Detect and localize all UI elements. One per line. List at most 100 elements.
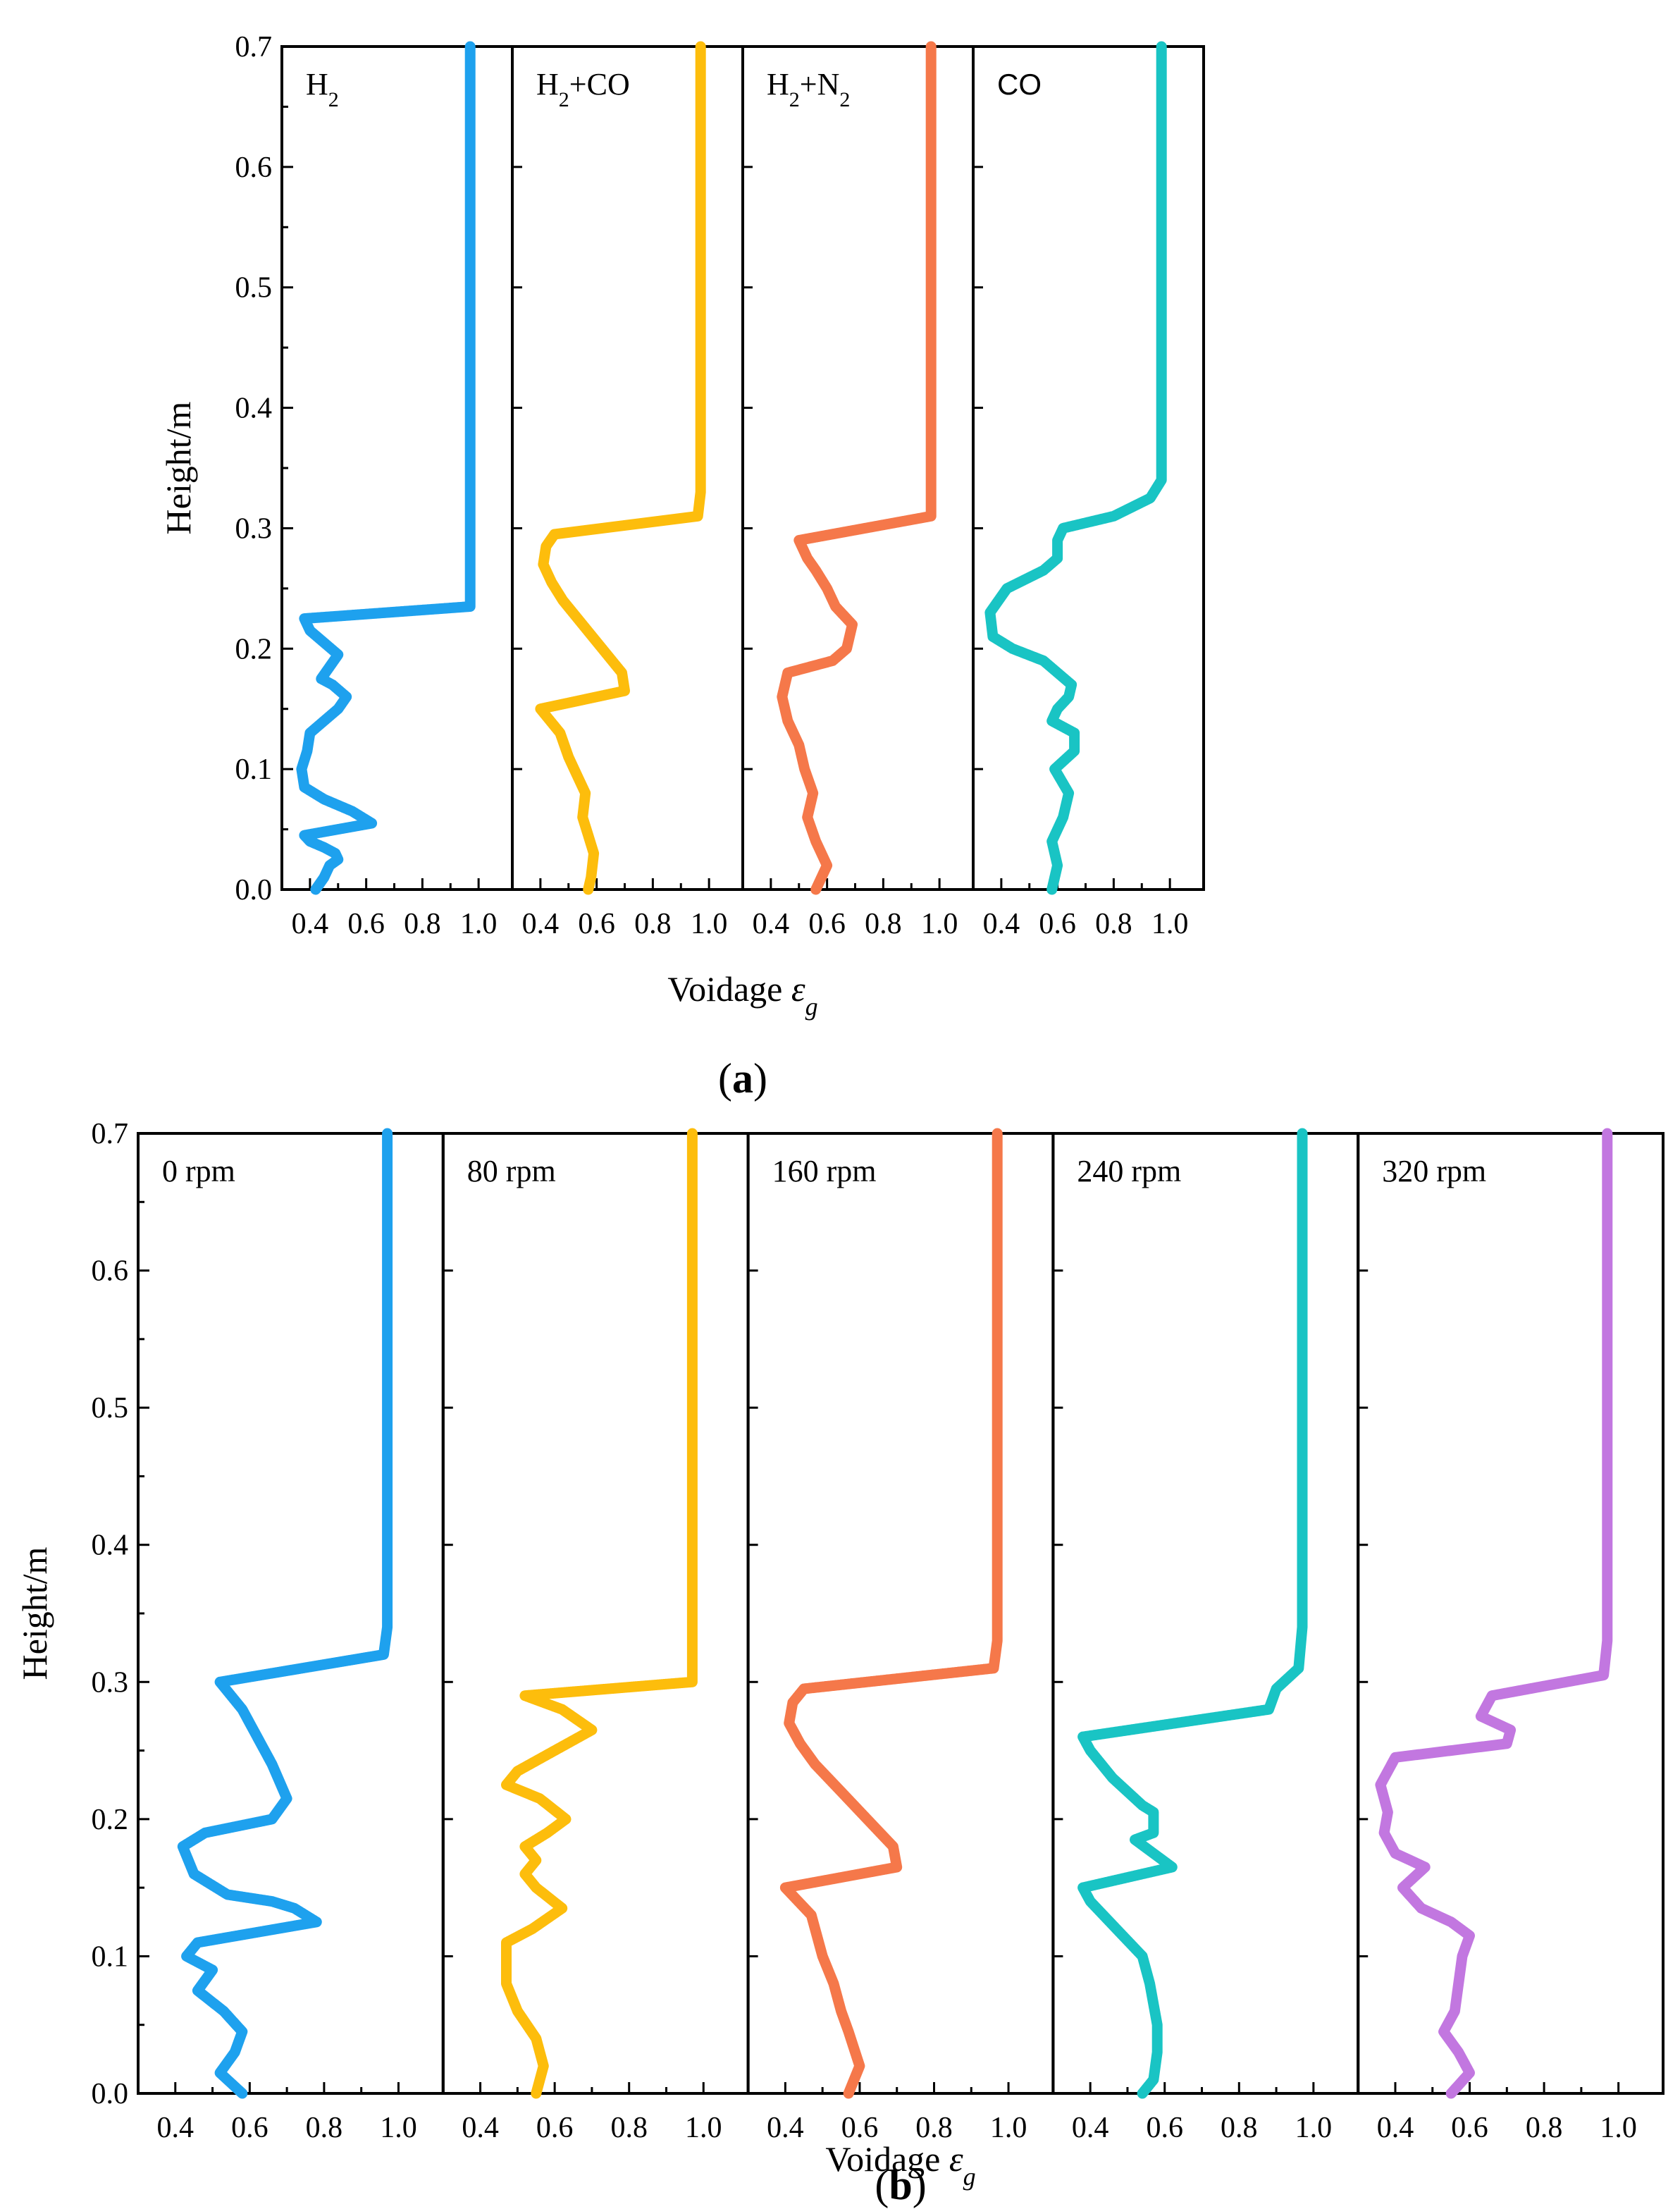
x-axis-title: Voidage εg <box>825 2139 975 2191</box>
panel-a-3: 0.4 0.6 0.8 1.0 CO <box>972 41 1205 940</box>
panel-frame <box>972 45 1205 891</box>
x-tick-label: 0.6 <box>578 908 615 940</box>
x-tick-label: 0.8 <box>306 2112 343 2144</box>
label-text: H <box>767 67 789 101</box>
y-tick-label: 0.1 <box>92 1940 129 1973</box>
y-tick-label: 0.5 <box>92 1392 129 1425</box>
x-tick-label: 1.0 <box>1600 2112 1637 2144</box>
x-tick-label: 0.8 <box>634 908 672 940</box>
y-tick-label: 0.3 <box>92 1666 129 1699</box>
panel-frame <box>511 45 744 891</box>
label-text: CO <box>997 68 1042 101</box>
x-tick-label: 0.8 <box>404 908 441 940</box>
label-text: +N <box>800 67 840 101</box>
x-tick-label: 0.4 <box>522 908 560 940</box>
label-text: +CO <box>569 67 630 101</box>
y-tick-label: 0.1 <box>235 753 273 786</box>
y-tick-label: 0.0 <box>92 2078 129 2110</box>
panel-frame <box>1357 1132 1664 2095</box>
x-tick-label: 0.8 <box>1095 908 1132 940</box>
y-axis-title: Height/m <box>159 401 198 534</box>
x-tick-label: 1.0 <box>990 2112 1027 2144</box>
x-tick-label: 0.8 <box>915 2112 953 2144</box>
x-tick-label: 0.8 <box>1221 2112 1258 2144</box>
x-axis-title-text: Voidage <box>667 969 791 1009</box>
series-line-a-2 <box>777 41 937 895</box>
label-text: 160 rpm <box>772 1154 877 1188</box>
label-subscript: 2 <box>789 88 800 111</box>
label-text: H <box>536 67 559 101</box>
panel-a-2: 0.4 0.6 0.8 1.0H2+N2 <box>741 41 975 940</box>
y-axis-title: Height/m <box>15 1546 54 1680</box>
label-subscript: 2 <box>559 88 569 111</box>
panel-frame <box>741 45 975 891</box>
x-tick-label: 0.8 <box>1526 2112 1563 2144</box>
panel-label: CO <box>997 68 1042 101</box>
x-axis-title-subscript: g <box>963 2162 976 2191</box>
x-tick-label: 0.8 <box>865 908 902 940</box>
panel-frame <box>746 1132 1055 2095</box>
x-tick-label: 0.6 <box>841 2112 879 2144</box>
figure-caption-b: (b) <box>875 2162 926 2208</box>
y-tick-label: 0.2 <box>92 1804 129 1836</box>
caption-close-paren: ) <box>753 1055 767 1102</box>
x-tick-label: 0.8 <box>610 2112 648 2144</box>
panel-b-0: 0.4 0.6 0.8 1.0 0 rpm <box>137 1128 445 2144</box>
x-tick-label: 1.0 <box>921 908 958 940</box>
figure-caption-a: (a) <box>718 1055 767 1102</box>
panel-a-1: 0.4 0.6 0.8 1.0 H2+CO <box>511 41 744 940</box>
x-tick-label: 1.0 <box>691 908 728 940</box>
x-tick-label: 0.6 <box>1146 2112 1183 2144</box>
x-tick-label: 1.0 <box>460 908 498 940</box>
panel-label: 320 rpm <box>1382 1154 1486 1188</box>
y-tick-label: 0.6 <box>235 152 273 184</box>
x-tick-label: 0.6 <box>808 908 846 940</box>
x-tick-label: 0.6 <box>536 2112 574 2144</box>
x-tick-label: 0.4 <box>1377 2112 1414 2144</box>
x-tick-label: 0.4 <box>292 908 329 940</box>
x-axis-title: Voidage εg <box>667 969 817 1021</box>
label-text: 0 rpm <box>162 1154 235 1188</box>
caption-open-paren: ( <box>875 2162 889 2208</box>
panel-frame <box>137 1132 445 2095</box>
x-axis-title-symbol: ε <box>949 2139 963 2179</box>
panel-label: H2 <box>306 67 339 111</box>
y-tick-label: 0.7 <box>92 1118 129 1150</box>
panel-label: 0 rpm <box>162 1154 235 1188</box>
x-axis-title-text: Voidage <box>825 2139 949 2179</box>
x-tick-label: 0.4 <box>462 2112 499 2144</box>
panel-frame <box>280 45 514 891</box>
panel-frame <box>1051 1132 1360 2095</box>
x-tick-label: 0.4 <box>753 908 790 940</box>
x-tick-label: 0.6 <box>347 908 385 940</box>
x-axis-title-subscript: g <box>805 992 818 1021</box>
y-tick-label: 0.4 <box>235 393 273 425</box>
x-tick-label: 0.6 <box>1039 908 1076 940</box>
series-line-a-3 <box>984 41 1167 895</box>
x-tick-label: 0.6 <box>1451 2112 1488 2144</box>
y-tick-label: 0.6 <box>92 1255 129 1288</box>
x-tick-label: 1.0 <box>1295 2112 1333 2144</box>
panel-b-4: 0.4 0.6 0.8 1.0 320 rpm <box>1357 1128 1664 2144</box>
panel-b-2: 0.4 0.6 0.8 1.0 160 rpm <box>746 1128 1055 2144</box>
label-subscript: 2 <box>328 88 339 111</box>
series-line-b-2 <box>779 1128 1003 2099</box>
x-tick-label: 0.4 <box>157 2112 194 2144</box>
y-tick-label: 0.0 <box>235 874 273 906</box>
series-line-a-0 <box>296 41 476 895</box>
panel-label: 160 rpm <box>772 1154 877 1188</box>
panel-label: H2+CO <box>536 67 630 111</box>
y-tick-label: 0.5 <box>235 272 273 304</box>
x-tick-label: 0.4 <box>767 2112 804 2144</box>
label-subscript: 2 <box>839 88 850 111</box>
panel-frame <box>441 1132 750 2095</box>
x-tick-label: 1.0 <box>1151 908 1189 940</box>
label-text: 320 rpm <box>1382 1154 1486 1188</box>
label-text: H <box>306 67 328 101</box>
label-text: 240 rpm <box>1077 1154 1181 1188</box>
series-line-a-1 <box>535 41 706 895</box>
y-tick-label: 0.2 <box>235 633 273 665</box>
